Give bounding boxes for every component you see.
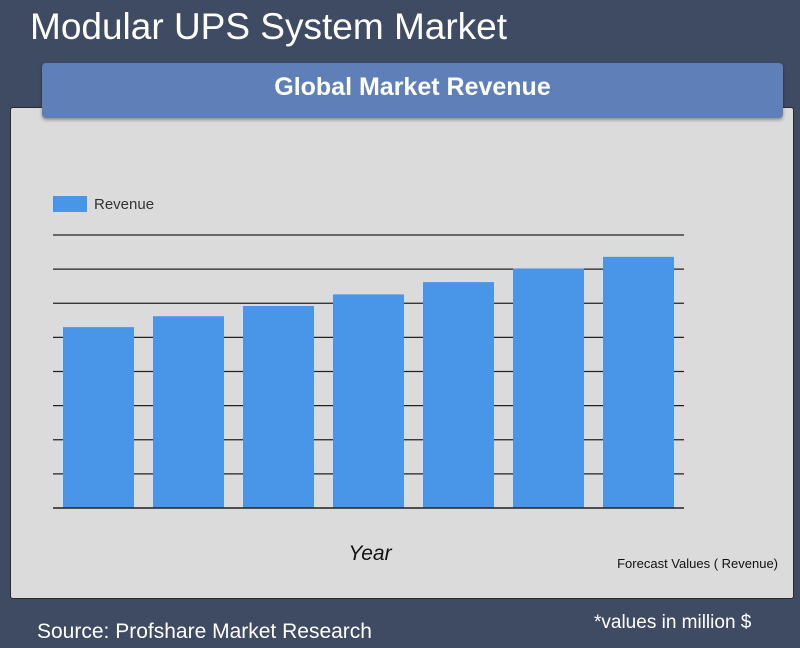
legend-label: Revenue bbox=[94, 196, 154, 213]
chart-banner: Global Market Revenue bbox=[42, 63, 783, 118]
units-note: *values in million $ bbox=[594, 612, 752, 633]
bar bbox=[243, 305, 314, 508]
legend: Revenue bbox=[53, 196, 154, 213]
page-title: Modular UPS System Market bbox=[30, 6, 508, 47]
bar bbox=[333, 294, 404, 508]
source-text: Source: Profshare Market Research bbox=[37, 620, 372, 643]
legend-swatch bbox=[53, 196, 87, 212]
x-axis-label: Year bbox=[348, 542, 392, 565]
bars bbox=[63, 256, 674, 508]
forecast-note: Forecast Values ( Revenue) bbox=[617, 556, 778, 571]
bar bbox=[423, 282, 494, 508]
bar bbox=[153, 316, 224, 508]
bar bbox=[63, 327, 134, 508]
bar bbox=[513, 268, 584, 508]
bar bbox=[603, 256, 674, 508]
